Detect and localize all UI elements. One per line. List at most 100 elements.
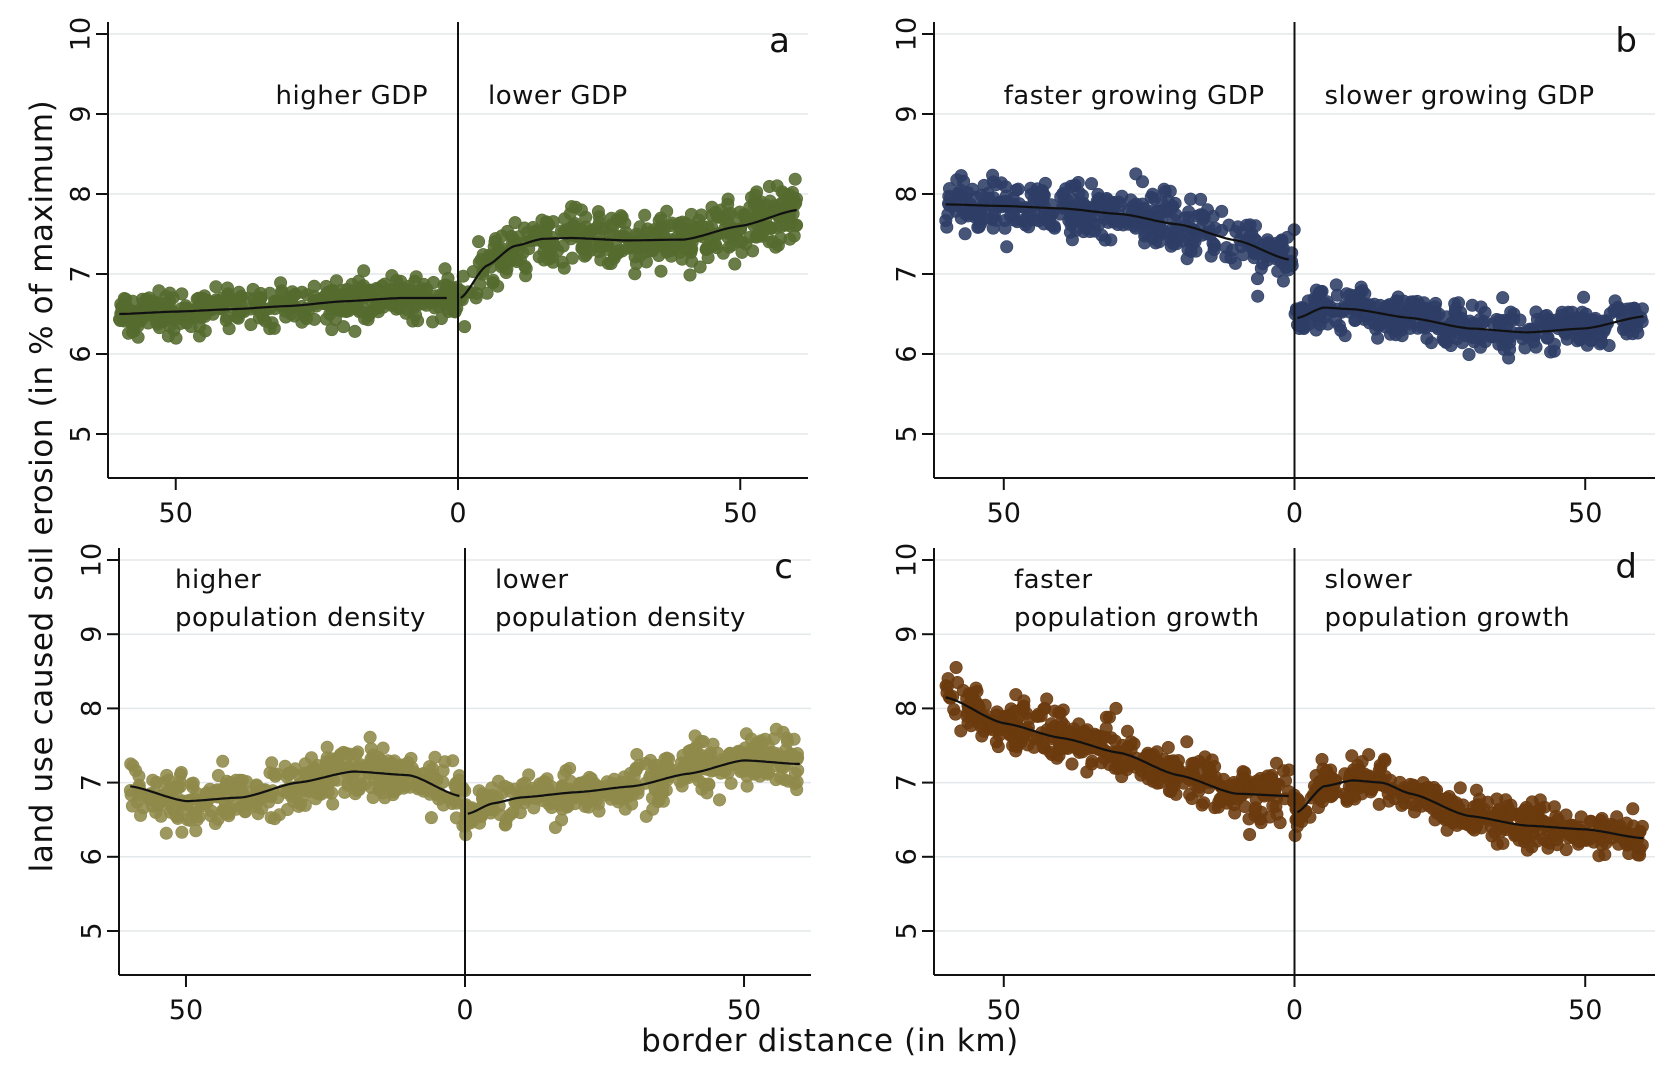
scatter-point-c-left [208,816,222,830]
scatter-point-a-left [378,277,392,291]
scatter-point-c-right [791,763,805,777]
scatter-point-c-left [216,754,230,768]
scatter-point-c-right [623,766,637,780]
scatter-point-c-left [364,780,378,794]
scatter-point-b-left [1006,207,1020,221]
scatter-point-b-left [982,191,996,205]
scatter-point-b-left [1164,239,1178,253]
scatter-point-d-left [1109,701,1123,715]
y-tick-label-a: 6 [66,345,97,362]
scatter-point-d-left [1185,757,1199,771]
scatter-point-d-right [1626,802,1640,816]
scatter-point-a-left [295,285,309,299]
scatter-point-c-right [769,722,783,736]
scatter-point-c-left [134,808,148,822]
scatter-point-b-right [1518,341,1532,355]
scatter-point-c-left [292,799,306,813]
scatter-point-a-right [593,240,607,254]
scatter-point-b-right [1389,328,1403,342]
scatter-point-d-right [1508,825,1522,839]
scatter-point-c-left [430,788,444,802]
scatter-point-d-left [1099,710,1113,724]
scatter-point-b-left [1064,179,1078,193]
scatter-point-a-left [154,303,168,317]
scatter-point-c-right [646,802,660,816]
scatter-point-d-left [991,740,1005,754]
scatter-point-b-left [1276,274,1290,288]
x-tick-label-c: 50 [727,995,761,1026]
panel-letter-b: b [1615,21,1637,61]
scatter-point-d-right [1408,805,1422,819]
scatter-point-c-right [539,775,553,789]
scatter-point-c-left [124,757,138,771]
scatter-point-a-right [458,320,472,334]
scatter-point-b-right [1423,306,1437,320]
y-tick-label-b: 5 [892,425,923,442]
scatter-point-a-left [113,313,127,327]
region-label-left-d: faster [1014,565,1093,595]
scatter-point-b-left [954,169,968,183]
scatter-point-a-right [480,286,494,300]
region-label-right-c: population density [495,603,746,633]
scatter-point-b-right [1330,288,1344,302]
scatter-point-c-right [472,816,486,830]
scatter-point-a-right [519,261,533,275]
scatter-point-c-left [424,811,438,825]
scatter-point-a-right [746,244,760,258]
scatter-point-c-left [146,773,160,787]
scatter-point-a-left [126,294,140,308]
scatter-point-a-right [683,268,697,282]
scatter-point-b-left [1000,240,1014,254]
scatter-point-a-right [777,187,791,201]
scatter-point-b-right [1486,317,1500,331]
y-tick-label-a: 10 [66,17,97,51]
scatter-point-d-right [1496,836,1510,850]
scatter-point-a-right [658,221,672,235]
scatter-point-b-left [962,207,976,221]
region-label-right-d: population growth [1325,603,1571,633]
scatter-point-b-left [986,221,1000,235]
scatter-point-a-right [577,239,591,253]
scatter-point-c-left [446,754,460,768]
scatter-point-c-right [712,793,726,807]
scatter-point-d-left [1198,750,1212,764]
scatter-point-b-left [1065,233,1079,247]
scatter-point-c-left [353,758,367,772]
region-label-right-b: slower growing GDP [1325,81,1595,111]
scatter-point-d-left [1237,772,1251,786]
panel-d: 5 6 7 8 9 10 50 0 50 faster population growth slowe… [892,543,1655,1026]
scatter-point-d-right [1440,823,1454,837]
scatter-point-b-right [1579,307,1593,321]
scatter-point-a-right [473,277,487,291]
scatter-point-c-right [780,735,794,749]
scatter-point-a-left [295,315,309,329]
scatter-point-b-right [1371,331,1385,345]
scatter-point-d-left [1072,717,1086,731]
y-tick-label-c: 6 [77,848,108,865]
scatter-point-a-left [231,311,245,325]
scatter-point-d-left [1036,736,1050,750]
scatter-point-d-right [1605,819,1619,833]
scatter-point-a-left [278,304,292,318]
scatter-point-b-right [1380,314,1394,328]
y-tick-label-a: 7 [66,265,97,282]
scatter-point-c-left [320,740,334,754]
scatter-point-b-right [1540,331,1554,345]
scatter-point-b-left [1236,248,1250,262]
scatter-point-d-right [1550,833,1564,847]
scatter-point-c-left [436,764,450,778]
scatter-point-a-right [693,260,707,274]
scatter-point-c-right [702,777,716,791]
panel-letter-d: d [1615,547,1637,587]
scatter-point-a-right [565,251,579,265]
x-tick-label-b: 50 [1568,498,1602,529]
scatter-point-b-left [1021,208,1035,222]
scatter-point-c-left [143,793,157,807]
scatter-point-a-right [728,257,742,271]
y-tick-label-c: 10 [77,543,108,577]
y-tick-label-d: 10 [892,543,923,577]
scatter-point-b-right [1474,300,1488,314]
scatter-point-c-right [659,783,673,797]
scatter-point-c-left [159,826,173,840]
scatter-point-a-right [786,195,800,209]
